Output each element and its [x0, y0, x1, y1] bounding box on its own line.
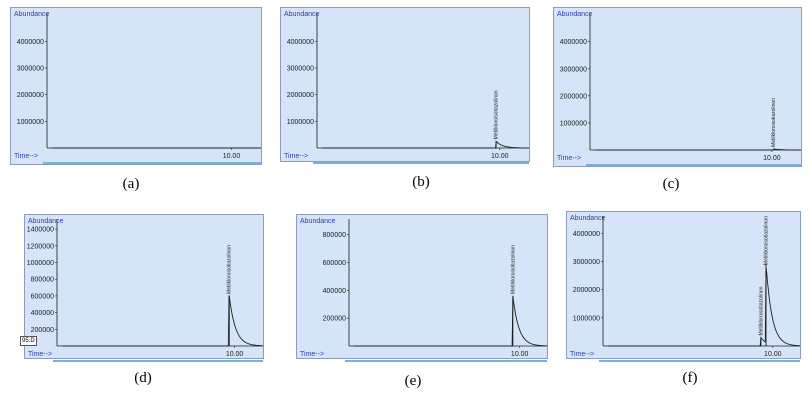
y-tick-label-f: 2000000 [573, 287, 600, 294]
y-tick-label-d: 200000 [31, 327, 54, 334]
y-tick-label-c: 1000000 [560, 120, 587, 127]
y-axis-title-a: Abundance [14, 11, 50, 18]
y-axis-title-c: Abundance [557, 11, 593, 18]
chart-d-svg: Abundance Time--> 200000 400000 600000 800000… [27, 218, 263, 362]
chromatogram-b: Abundance Time--> 1000000 2000000 3000000 400… [280, 7, 530, 164]
scroll-strip-b [313, 162, 529, 164]
x-tick-label-f: 10.00 [764, 351, 782, 358]
chart-c-svg: Abundance Time--> 1000000 2000000 3000000 400… [557, 11, 801, 166]
chart-e-svg: Abundance Time--> 200000 400000 600000 800000… [300, 218, 547, 362]
caption-e: (e) [404, 373, 422, 389]
peak-label-e-0: Metilkloroisotiazolinon [510, 245, 516, 294]
y-tick-label-f: 1000000 [573, 315, 600, 322]
caption-f: (f) [682, 370, 698, 386]
y-tick-label-b: 2000000 [287, 92, 314, 99]
x-axis-title-d: Time--> [28, 351, 52, 358]
x-axis-title-a: Time--> [14, 153, 38, 160]
x-tick-label-a: 10.00 [223, 153, 241, 160]
y-tick-label-a: 1000000 [17, 119, 44, 126]
chromatogram-a: Abundance Time--> 1000000 2000000 3000000 400… [10, 7, 262, 165]
panel-d-side-label: 95.D [20, 336, 37, 346]
series-line-b [322, 140, 529, 149]
y-tick-label-b: 4000000 [287, 39, 314, 46]
scroll-strip-f [599, 360, 800, 362]
peak-label-b-0: Metilkloroisotiazolinon [494, 90, 500, 139]
peak-label-c-0: Metilkloroisotiazolinon [771, 98, 777, 147]
y-axis-title-b: Abundance [284, 11, 320, 18]
peak-label-f-1: Metilkloroisotiazolinon [764, 216, 770, 265]
x-tick-label-d: 10.00 [226, 351, 244, 358]
y-tick-label-f: 3000000 [573, 259, 600, 266]
x-axis-title-f: Time--> [570, 351, 594, 358]
y-tick-label-d: 1200000 [27, 243, 54, 250]
caption-c: (c) [662, 176, 680, 192]
y-tick-label-e: 800000 [323, 232, 346, 239]
y-tick-label-b: 3000000 [287, 66, 314, 73]
chart-f-svg: Abundance Time--> 1000000 2000000 3000000 400… [570, 215, 800, 362]
y-tick-label-f: 4000000 [573, 231, 600, 238]
y-tick-label-d: 600000 [31, 293, 54, 300]
x-axis-title-b: Time--> [284, 153, 308, 160]
caption-b: (b) [412, 174, 430, 190]
y-tick-label-c: 3000000 [560, 66, 587, 73]
x-tick-label-c: 10.00 [763, 155, 781, 162]
series-line-d [62, 295, 263, 347]
y-axis-title-f: Abundance [570, 215, 606, 222]
y-tick-label-e: 600000 [323, 260, 346, 267]
y-tick-label-d: 400000 [31, 310, 54, 317]
y-tick-label-e: 400000 [323, 288, 346, 295]
x-tick-label-b: 10.00 [491, 153, 509, 160]
scroll-strip-a [43, 162, 261, 164]
y-tick-label-d: 1000000 [27, 260, 54, 267]
y-tick-label-e: 200000 [323, 316, 346, 323]
chromatogram-d: Abundance Time--> 200000 400000 600000 800000… [24, 214, 264, 362]
y-tick-label-c: 4000000 [560, 39, 587, 46]
y-tick-label-d: 800000 [31, 277, 54, 284]
y-tick-label-a: 4000000 [17, 39, 44, 46]
peak-label-d-0: Metilkloroisotiazolinon [227, 245, 233, 294]
y-axis-title-d: Abundance [28, 218, 64, 225]
series-line-c [595, 148, 801, 151]
y-tick-label-a: 2000000 [17, 92, 44, 99]
chromatogram-e: Abundance Time--> 200000 400000 600000 800000… [296, 214, 548, 362]
scroll-strip-e [345, 360, 547, 362]
caption-d: (d) [134, 370, 152, 386]
y-tick-label-a: 3000000 [17, 66, 44, 73]
y-axis-title-e: Abundance [300, 218, 336, 225]
chart-a-svg: Abundance Time--> 1000000 2000000 3000000 400… [14, 11, 261, 164]
peak-label-f-0: Metilkloroisotiazolinon [758, 286, 764, 335]
chart-b-svg: Abundance Time--> 1000000 2000000 3000000 400… [284, 11, 529, 164]
y-tick-label-b: 1000000 [287, 119, 314, 126]
scroll-strip-d [53, 360, 263, 362]
chromatogram-f: Abundance Time--> 1000000 2000000 3000000 400… [566, 211, 801, 362]
x-axis-title-e: Time--> [300, 351, 324, 358]
x-tick-label-e: 10.00 [511, 351, 529, 358]
chromatogram-c: Abundance Time--> 1000000 2000000 3000000 400… [553, 7, 802, 167]
y-tick-label-c: 2000000 [560, 93, 587, 100]
y-tick-label-d: 1400000 [27, 227, 54, 234]
x-axis-title-c: Time--> [557, 155, 581, 162]
series-line-f [608, 263, 800, 347]
caption-a: (a) [122, 176, 140, 192]
series-line-e [354, 295, 547, 347]
scroll-strip-c [586, 164, 801, 166]
